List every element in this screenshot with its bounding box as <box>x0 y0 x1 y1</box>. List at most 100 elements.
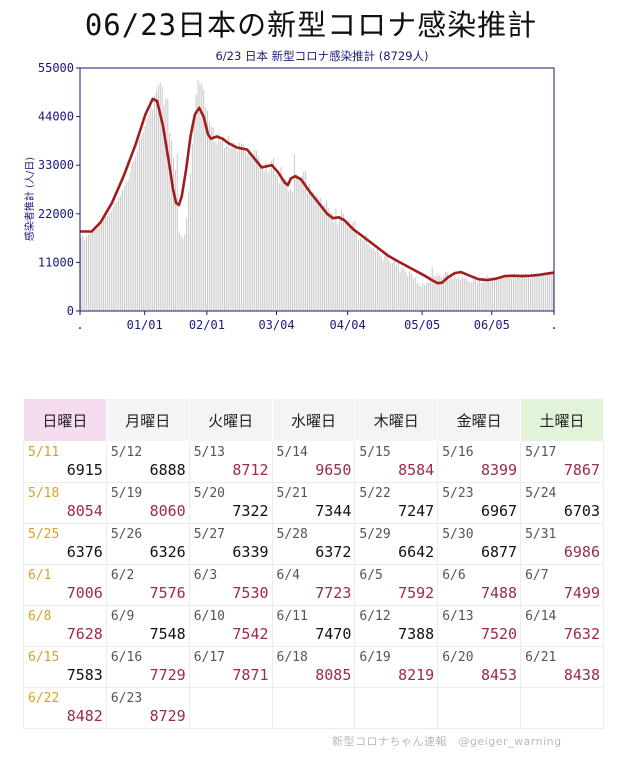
bar <box>214 141 216 311</box>
bar <box>452 279 454 311</box>
bar <box>135 156 137 311</box>
bar <box>220 140 222 311</box>
day-estimate-value: 7548 <box>149 625 186 643</box>
bar <box>439 275 441 311</box>
day-estimate-value: 7542 <box>232 625 269 643</box>
bar <box>490 279 492 311</box>
bar <box>284 178 286 311</box>
bar <box>291 191 293 311</box>
bar <box>178 231 180 311</box>
day-date: 6/18 <box>276 650 308 665</box>
bar <box>197 79 199 312</box>
calendar-day-cell <box>520 687 604 729</box>
x-tick-label: 05/05 <box>404 318 440 332</box>
bar <box>546 273 548 311</box>
bar <box>543 275 545 311</box>
weekday-header: 水曜日 <box>271 398 356 442</box>
day-estimate-value: 7499 <box>563 584 600 602</box>
bar <box>448 278 450 311</box>
day-date: 6/1 <box>28 568 52 583</box>
bar <box>125 181 127 311</box>
day-estimate-value: 7388 <box>398 625 435 643</box>
x-tick-label: . <box>76 318 83 332</box>
bar <box>206 110 208 311</box>
day-estimate-value: 8712 <box>232 461 269 479</box>
bar <box>533 276 535 311</box>
bar <box>290 189 292 311</box>
bar <box>331 212 333 311</box>
day-estimate-value: 7520 <box>480 625 518 643</box>
x-tick-label: . <box>550 318 557 332</box>
bar <box>499 277 501 311</box>
calendar-week-row: 6/15 7583 6/16 7729 6/17 7871 6/18 8085 6/19 8219… <box>23 646 604 688</box>
bar <box>327 207 329 311</box>
bar <box>350 225 352 311</box>
bar <box>318 199 320 311</box>
x-tick-label: 01/01 <box>127 318 163 332</box>
bar <box>403 269 405 311</box>
bar <box>446 272 448 311</box>
bar <box>216 144 218 311</box>
bar <box>186 217 188 311</box>
day-estimate-value: 8054 <box>66 502 103 520</box>
bar <box>492 277 494 311</box>
day-estimate-value: 8584 <box>398 461 435 479</box>
bar <box>461 276 463 311</box>
calendar-day-cell: 5/14 9650 <box>271 441 356 483</box>
bar <box>295 174 297 311</box>
calendar-day-cell: 5/25 6376 <box>23 523 107 565</box>
bar <box>84 240 86 311</box>
calendar-day-cell: 5/12 6888 <box>105 441 190 483</box>
bar <box>93 231 95 311</box>
bar <box>395 265 397 311</box>
weekday-header: 日曜日 <box>23 398 107 442</box>
bar <box>441 277 443 311</box>
bar <box>171 140 173 311</box>
bar <box>227 136 229 311</box>
day-date: 6/7 <box>525 568 549 583</box>
calendar-day-cell: 6/6 7488 <box>437 564 522 606</box>
day-estimate-value: 7470 <box>315 625 352 643</box>
bar <box>165 98 167 311</box>
bar <box>427 283 429 311</box>
bar <box>544 274 547 311</box>
day-date: 6/4 <box>276 568 301 583</box>
bar <box>414 277 416 311</box>
day-estimate-value: 7006 <box>66 584 103 602</box>
day-estimate-value: 8219 <box>398 666 435 684</box>
bar <box>86 236 88 311</box>
bar <box>356 234 358 311</box>
calendar-day-cell: 5/11 6915 <box>23 441 107 483</box>
bar <box>363 238 365 311</box>
bar <box>478 280 480 311</box>
bar <box>114 203 116 311</box>
calendar-day-cell <box>354 687 439 729</box>
bar <box>501 276 503 311</box>
day-date: 5/24 <box>525 486 557 501</box>
bar <box>522 273 524 311</box>
bar <box>458 277 460 311</box>
bar <box>129 172 131 311</box>
day-date: 6/19 <box>359 650 391 665</box>
bar <box>237 151 239 311</box>
day-estimate-value: 7247 <box>398 502 435 520</box>
bar <box>369 246 371 311</box>
bar <box>180 235 182 311</box>
bar <box>235 148 237 311</box>
day-date: 6/3 <box>193 568 218 583</box>
calendar-day-cell: 6/2 7576 <box>105 564 190 606</box>
y-ticks: 0 11000 22000 33000 44000 55000 <box>38 61 80 318</box>
calendar-week-row: 6/1 7006 6/2 7576 6/3 7530 6/4 7723 6/5 7592 6/6 74… <box>23 564 604 606</box>
bar <box>503 278 505 311</box>
bar <box>276 176 278 311</box>
bar <box>497 280 499 311</box>
bar <box>280 166 282 311</box>
day-estimate-value: 6888 <box>149 461 186 479</box>
bar <box>456 278 458 311</box>
day-date: 6/12 <box>359 609 391 624</box>
bar <box>358 239 360 311</box>
calendar-day-cell: 5/30 6877 <box>437 523 522 565</box>
bar <box>418 283 420 311</box>
bar <box>297 177 299 311</box>
bar <box>199 84 201 311</box>
